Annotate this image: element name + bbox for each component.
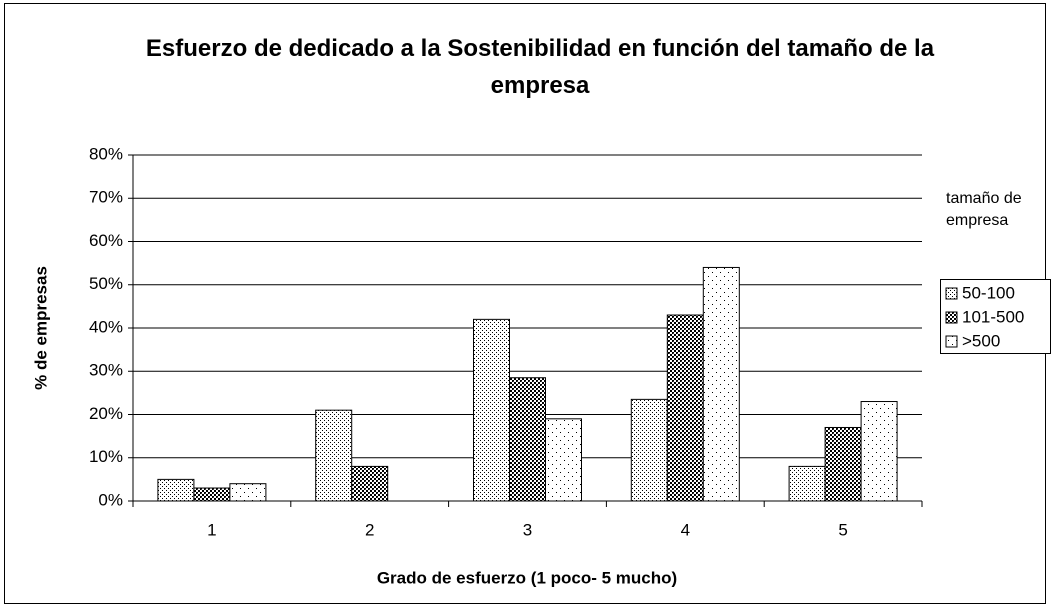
bar [473, 318, 510, 502]
bar [157, 478, 195, 502]
bar [824, 426, 862, 502]
y-tick-label: 70% [89, 188, 123, 207]
y-tick-label: 60% [89, 231, 123, 250]
bar [315, 409, 353, 502]
bar [545, 418, 582, 502]
bar [229, 483, 267, 502]
legend-swatch [945, 287, 958, 300]
x-tick-label: 2 [365, 520, 374, 539]
y-tick-label: 80% [89, 144, 123, 163]
y-axis-title: % de empresas [31, 266, 50, 390]
bar [702, 266, 740, 502]
legend-box [940, 279, 1051, 354]
legend-title: tamaño de empresa [946, 190, 1022, 229]
legend-swatch [945, 335, 958, 348]
legend-swatch [945, 311, 958, 324]
y-tick-label: 10% [89, 447, 123, 466]
bar [351, 465, 389, 502]
legend-label: >500 [962, 331, 1000, 350]
x-tick-label: 5 [838, 520, 847, 539]
bar [860, 401, 898, 502]
y-tick-label: 50% [89, 274, 123, 293]
bar [193, 487, 231, 502]
legend-label: 50-100 [962, 283, 1015, 302]
bar [666, 314, 704, 502]
x-tick-label: 4 [681, 520, 690, 539]
x-tick-label: 1 [207, 520, 216, 539]
y-tick-label: 20% [89, 404, 123, 423]
y-tick-label: 40% [89, 317, 123, 336]
legend-label: 101-500 [962, 307, 1024, 326]
x-axis-title: Grado de esfuerzo (1 poco- 5 mucho) [377, 568, 677, 587]
y-tick-label: 0% [98, 490, 123, 509]
bar [630, 398, 668, 502]
x-tick-label: 3 [523, 520, 532, 539]
bar [509, 377, 546, 502]
bar [788, 465, 826, 502]
chart-title: Esfuerzo de dedicado a la Sostenibilidad… [145, 35, 935, 99]
y-tick-label: 30% [89, 361, 123, 380]
